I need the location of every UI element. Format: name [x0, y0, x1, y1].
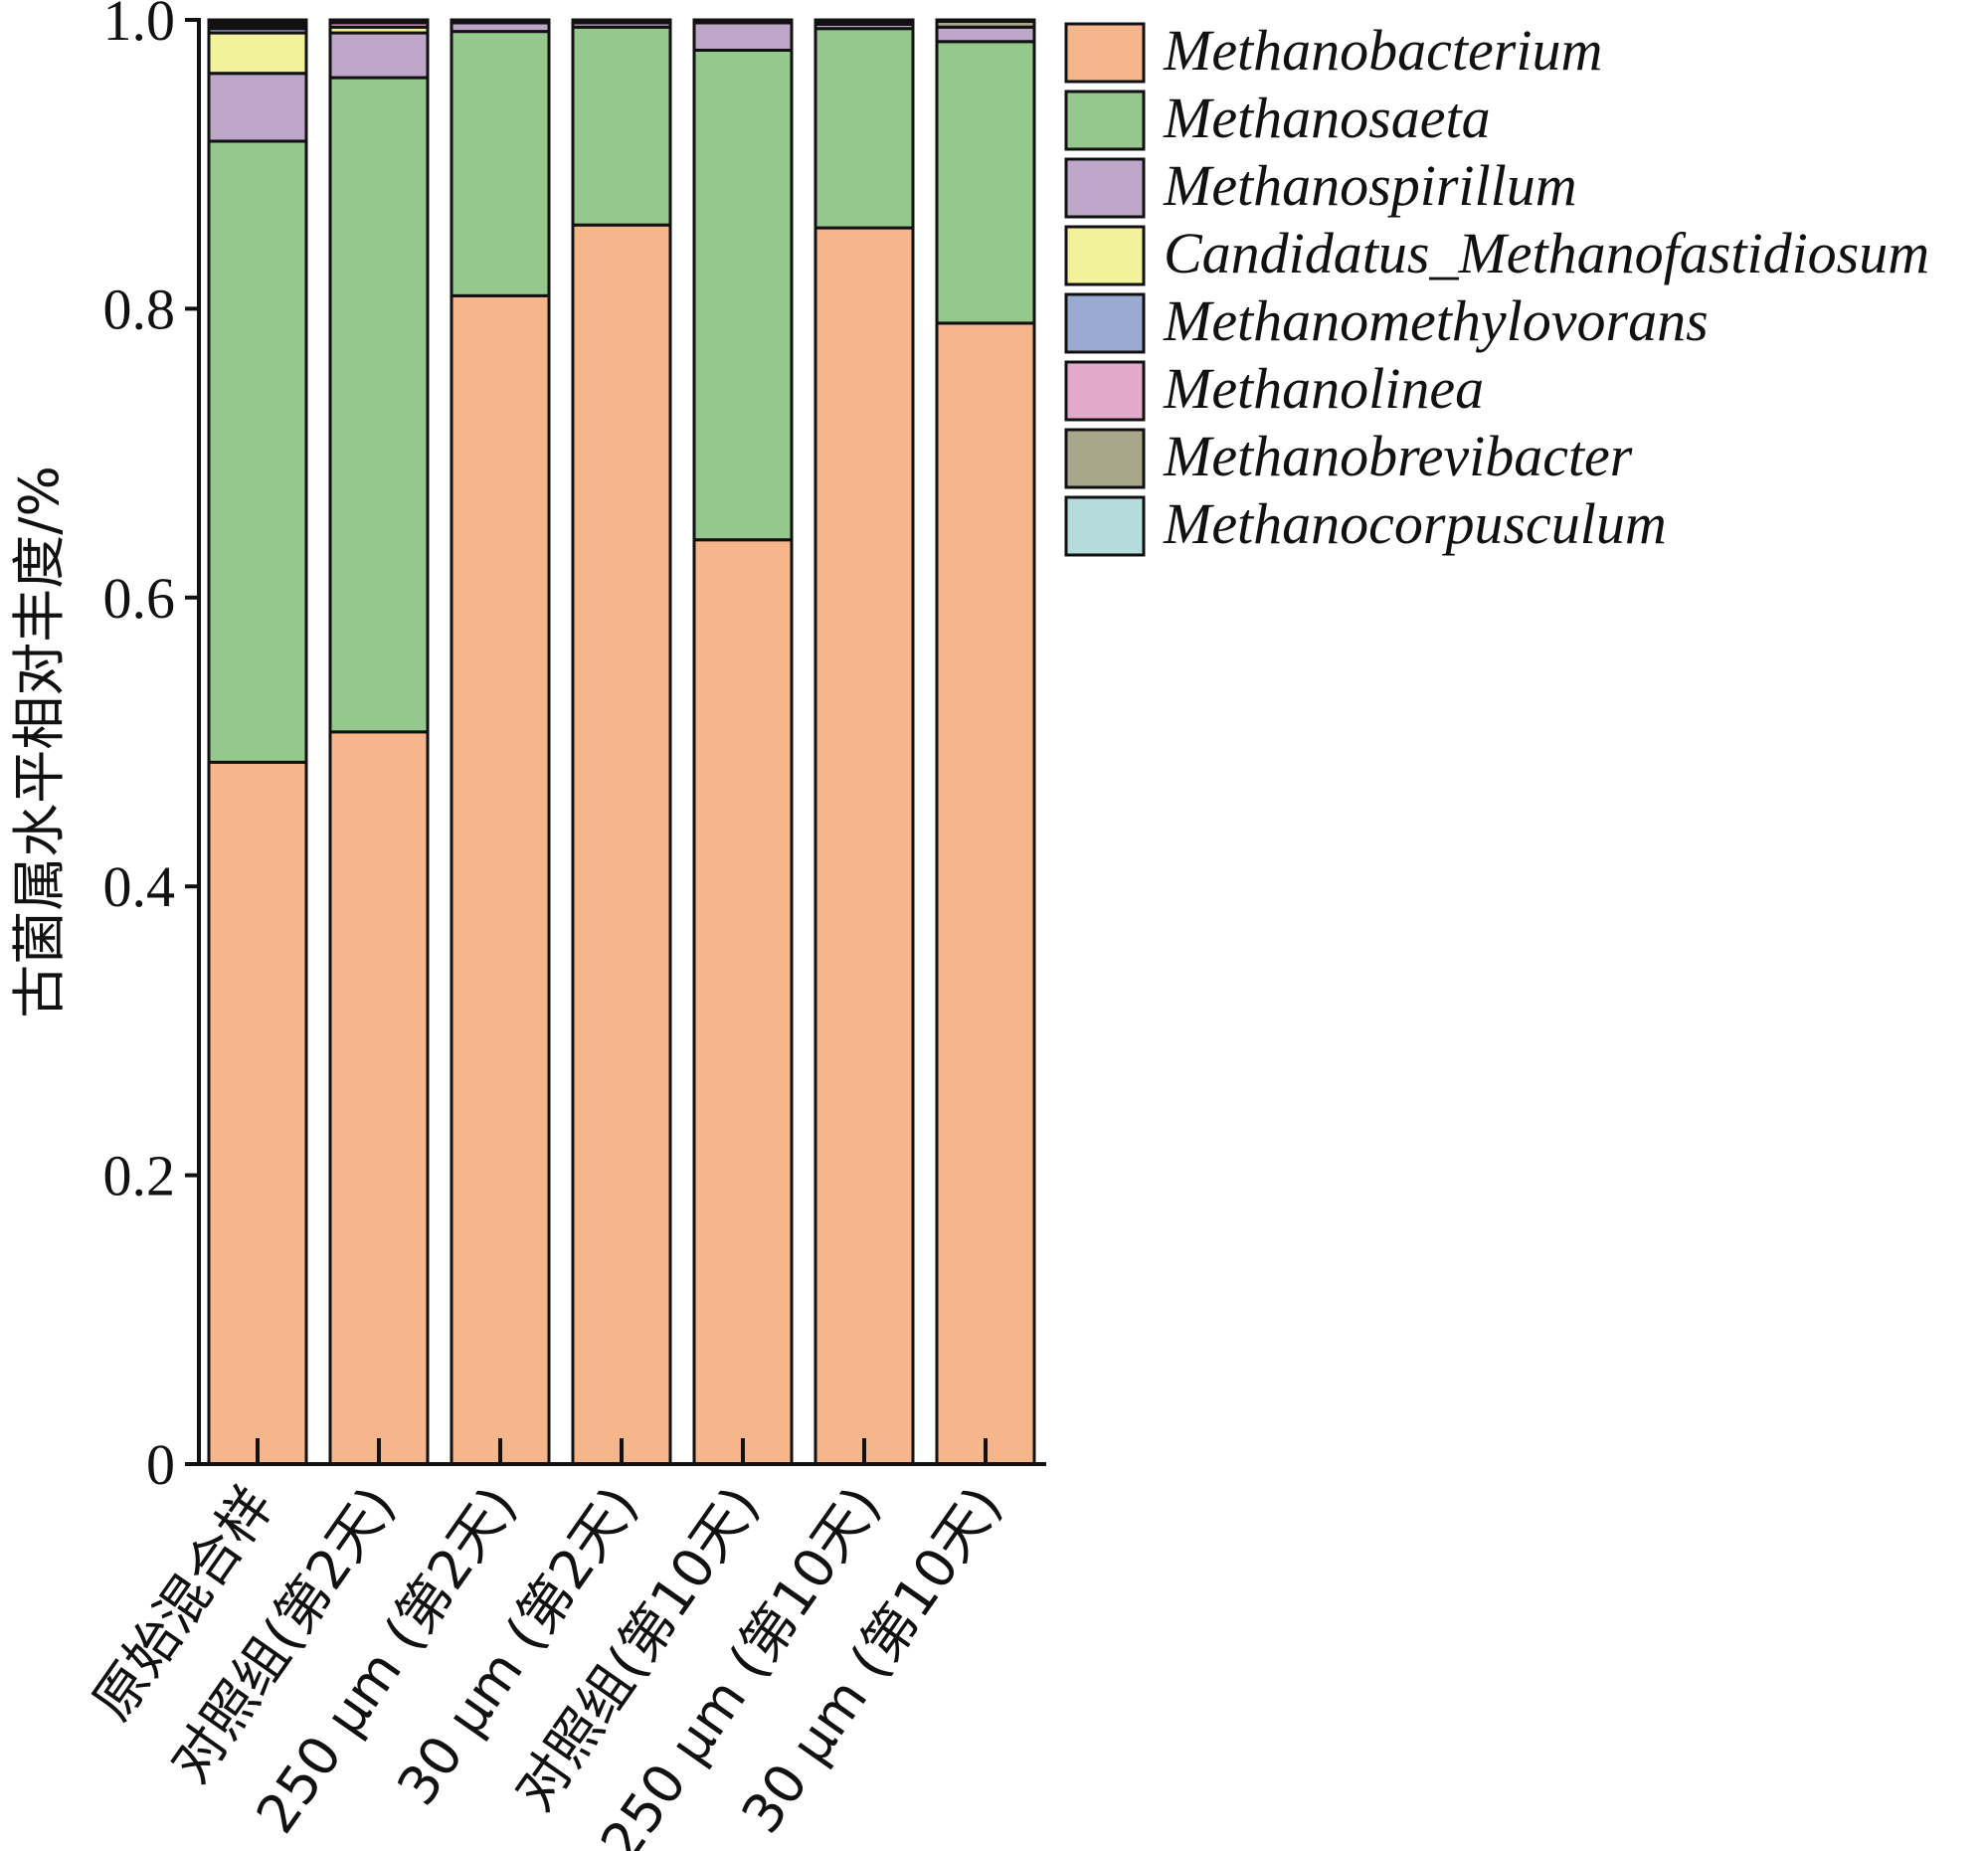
bar-segment — [935, 18, 1036, 23]
y-tick-label: 0.8 — [103, 277, 176, 341]
legend-swatch — [1064, 428, 1146, 489]
bar-segment — [207, 760, 308, 1466]
bar-segment — [935, 40, 1036, 325]
bar-segment — [207, 139, 308, 764]
legend-swatch — [1064, 292, 1146, 354]
bar-segment — [328, 31, 430, 80]
bar-segment — [692, 48, 794, 542]
legend-label: Methanobrevibacter — [1163, 424, 1633, 488]
bar-segment — [571, 223, 672, 1466]
bar-segment — [328, 18, 430, 23]
legend-label: Methanospirillum — [1163, 153, 1577, 218]
legend: MethanobacteriumMethanosaetaMethanospiri… — [1064, 18, 1929, 557]
legend-swatch — [1064, 22, 1146, 84]
bar-segment — [328, 76, 430, 734]
legend-label: Candidatus_Methanofastidiosum — [1164, 221, 1929, 285]
legend-swatch — [1064, 495, 1146, 557]
bar-segment — [813, 27, 915, 230]
bar-segment — [935, 321, 1036, 1466]
legend-label: Methanolinea — [1163, 356, 1484, 421]
legend-label: Methanosaeta — [1163, 86, 1491, 150]
y-tick-label: 1.0 — [103, 0, 176, 53]
bar-segment — [571, 25, 672, 227]
bar-segment — [450, 293, 551, 1466]
bar-segment — [207, 18, 308, 25]
bar-segment — [207, 31, 308, 76]
bar-segment — [692, 18, 794, 23]
legend-swatch — [1064, 90, 1146, 151]
bars-layer — [207, 18, 1036, 1466]
legend-label: Methanocorpusculum — [1163, 491, 1667, 556]
bar-segment — [571, 18, 672, 23]
bar-segment — [692, 21, 794, 52]
bar-segment — [692, 538, 794, 1466]
legend-label: Methanomethylovorans — [1163, 288, 1709, 353]
bar-segment — [813, 18, 915, 23]
bar-segment — [813, 226, 915, 1466]
bar-segment — [935, 25, 1036, 44]
bar-segment — [207, 72, 308, 143]
y-tick-label: 0 — [146, 1432, 175, 1497]
bar-segment — [450, 18, 551, 23]
y-axis-label: 古菌属水平相对丰度/% — [8, 465, 71, 1018]
y-tick-label: 0.6 — [103, 566, 176, 631]
bar-segment — [328, 730, 430, 1466]
legend-swatch — [1064, 225, 1146, 286]
bar-segment — [450, 30, 551, 297]
y-tick-label: 0.4 — [103, 854, 176, 919]
legend-swatch — [1064, 157, 1146, 219]
legend-label: Methanobacterium — [1163, 18, 1602, 83]
legend-swatch — [1064, 360, 1146, 422]
y-tick-label: 0.2 — [103, 1144, 176, 1208]
